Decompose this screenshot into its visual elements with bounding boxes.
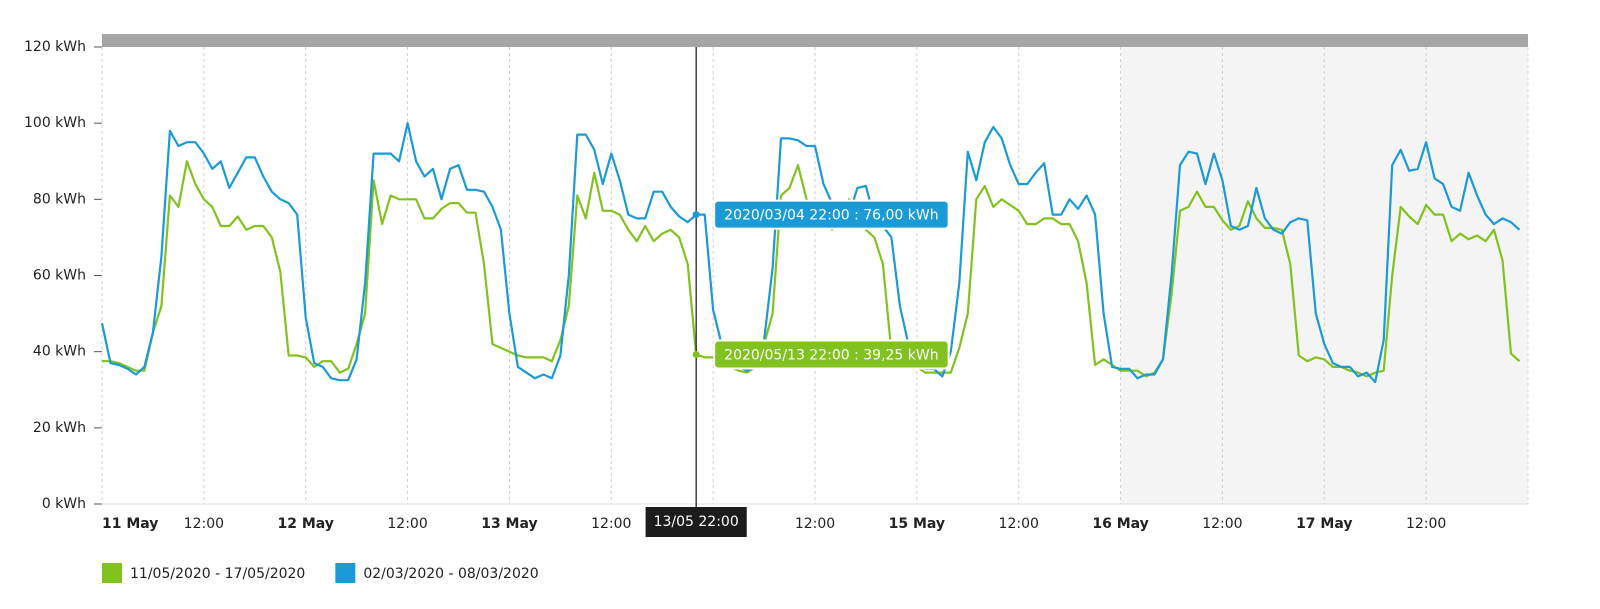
- series-line: [100, 122, 1521, 384]
- tooltip-text: 2020/03/04 22:00 : 76,00 kWh: [724, 208, 938, 224]
- crosshair-label-text: 13/05 22:00: [654, 514, 739, 530]
- legend-swatch: [102, 563, 122, 583]
- x-tick-label: 12:00: [184, 516, 224, 532]
- crosshair-label: 13/05 22:00: [645, 507, 747, 537]
- y-tick-label: 60 kWh: [33, 268, 86, 284]
- y-tick-label: 20 kWh: [33, 420, 86, 436]
- x-tick-label: 12:00: [795, 516, 835, 532]
- x-tick-label: 15 May: [889, 516, 945, 532]
- y-tick-label: 0 kWh: [42, 496, 86, 512]
- x-tick-label: 16 May: [1092, 516, 1148, 532]
- tooltip: 2020/05/13 22:00 : 39,25 kWh: [713, 339, 950, 370]
- tooltip-box: [713, 199, 950, 230]
- x-tick-label: 12:00: [999, 516, 1039, 532]
- x-tick-label: 17 May: [1296, 516, 1352, 532]
- x-tick-label: 12:00: [387, 516, 427, 532]
- top-bar: [102, 34, 1528, 47]
- tooltip: 2020/03/04 22:00 : 76,00 kWh: [713, 199, 950, 230]
- x-tick-label: 12:00: [1202, 516, 1242, 532]
- x-tick-label: 12:00: [1406, 516, 1446, 532]
- tooltip-box: [713, 339, 950, 370]
- y-tick-label: 120 kWh: [24, 39, 86, 55]
- crosshair-label-box: [645, 507, 747, 537]
- legend-label: 11/05/2020 - 17/05/2020: [130, 566, 305, 582]
- x-tick-label: 11 May: [102, 516, 158, 532]
- y-tick-label: 80 kWh: [33, 191, 86, 207]
- x-tick-label: 12 May: [277, 516, 333, 532]
- y-tick-label: 100 kWh: [24, 115, 86, 131]
- y-tick-label: 40 kWh: [33, 344, 86, 360]
- hover-point: [692, 351, 700, 359]
- legend-label: 02/03/2020 - 08/03/2020: [363, 566, 538, 582]
- tooltip-text: 2020/05/13 22:00 : 39,25 kWh: [724, 348, 938, 364]
- hover-point: [692, 211, 700, 219]
- x-tick-label: 13 May: [481, 516, 537, 532]
- legend-swatch: [335, 563, 356, 583]
- x-tick-label: 12:00: [591, 516, 631, 532]
